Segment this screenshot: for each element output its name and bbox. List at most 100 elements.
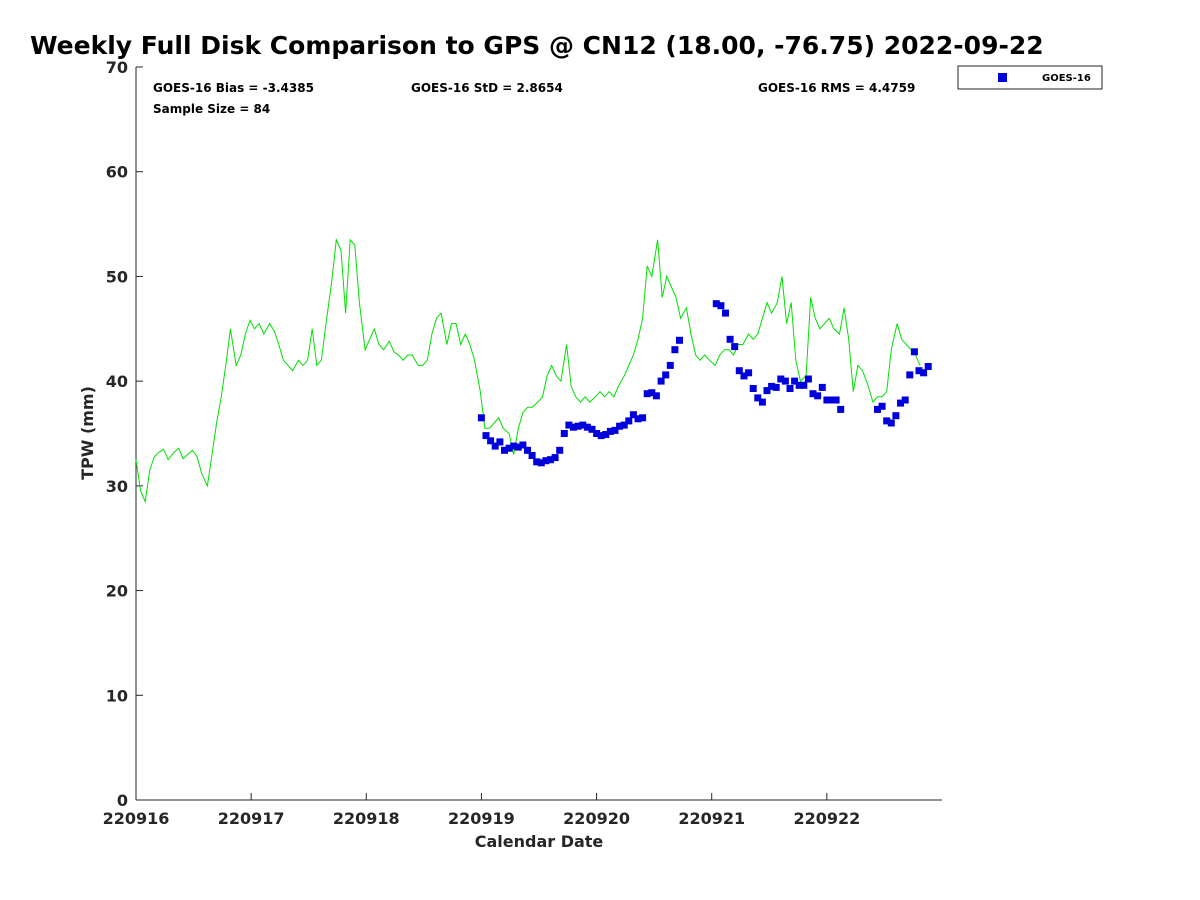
goes16-point — [887, 419, 895, 427]
goes16-point — [662, 371, 670, 379]
plot-area: 0 10 20 30 40 50 60 70 220916 220917 220918 220919… — [103, 58, 942, 828]
goes16-point — [754, 394, 762, 402]
goes16-point — [897, 399, 904, 407]
goes16-point — [616, 422, 624, 430]
legend: GOES-16 — [957, 65, 1103, 90]
goes16-point — [593, 430, 601, 437]
goes16-point — [910, 348, 918, 356]
y-tick-label: 0 — [117, 791, 128, 810]
goes16-point — [487, 437, 495, 445]
goes16-point — [648, 389, 656, 397]
goes16-point — [804, 375, 812, 383]
std-annotation: GOES-16 StD = 2.8654 — [411, 81, 563, 95]
rms-annotation: GOES-16 RMS = 4.4759 — [758, 81, 915, 95]
y-tick-label: 70 — [106, 58, 128, 77]
goes16-point — [602, 431, 610, 438]
goes16-point — [758, 398, 766, 406]
goes16-point — [781, 377, 789, 385]
goes16-point — [712, 300, 720, 308]
goes16-point — [795, 381, 803, 389]
goes16-point — [491, 442, 499, 450]
goes16-point — [597, 432, 605, 440]
goes16-point — [892, 412, 900, 420]
goes16-point — [519, 441, 527, 449]
goes16-point — [745, 369, 753, 377]
goes16-point — [763, 387, 771, 395]
x-tick-label: 220917 — [218, 809, 285, 828]
goes16-point — [606, 427, 614, 435]
goes16-point — [735, 367, 743, 375]
goes16-point — [611, 426, 619, 434]
goes16-point — [657, 377, 665, 385]
goes16-point — [777, 375, 785, 383]
goes16-point — [814, 392, 822, 400]
goes16-series-points — [477, 300, 932, 467]
goes16-point — [634, 415, 642, 423]
goes16-point — [533, 458, 541, 466]
goes16-point — [772, 383, 780, 391]
legend-box — [957, 65, 1103, 90]
goes16-point — [717, 302, 725, 310]
goes16-point — [818, 383, 826, 391]
goes16-point — [556, 446, 564, 454]
goes16-point — [574, 422, 582, 430]
x-tick-label: 220918 — [333, 809, 400, 828]
y-tick-label: 10 — [106, 686, 128, 705]
goes16-point — [791, 377, 799, 385]
goes16-point — [809, 390, 817, 398]
goes16-point — [832, 396, 840, 404]
goes16-point — [676, 336, 683, 344]
goes16-point — [570, 423, 577, 431]
goes16-point — [588, 425, 596, 433]
y-axis-label: TPW (mm) — [78, 386, 97, 480]
goes16-point — [510, 442, 518, 450]
x-tick-label: 220921 — [678, 809, 745, 828]
goes16-point — [477, 414, 485, 422]
goes16-point — [671, 346, 679, 354]
goes16-point — [537, 459, 545, 467]
goes16-point — [652, 392, 660, 400]
goes16-point — [731, 343, 739, 351]
chart-title: Weekly Full Disk Comparison to GPS @ CN1… — [30, 31, 1044, 60]
x-axis-label: Calendar Date — [475, 832, 604, 851]
x-ticks: 220916 220917 220918 220919 220920 220921 2209… — [103, 793, 860, 828]
goes16-point — [837, 405, 845, 413]
y-tick-label: 20 — [106, 582, 128, 601]
goes16-point — [726, 335, 734, 343]
goes16-point — [496, 438, 504, 446]
goes16-point — [786, 385, 794, 392]
goes16-point — [878, 402, 886, 410]
goes16-point — [666, 361, 674, 369]
goes16-point — [542, 457, 550, 465]
y-tick-label: 50 — [106, 267, 128, 286]
goes16-point — [505, 444, 513, 452]
goes16-point — [625, 417, 633, 425]
goes16-point — [524, 446, 531, 454]
x-tick-label: 220922 — [793, 809, 860, 828]
y-tick-label: 40 — [106, 372, 128, 391]
y-ticks: 0 10 20 30 40 50 60 70 — [106, 58, 143, 810]
goes16-point — [528, 452, 536, 459]
goes16-point — [565, 421, 573, 429]
goes16-point — [583, 423, 591, 431]
goes16-point — [749, 385, 757, 392]
plot-background — [136, 67, 942, 800]
goes16-point — [620, 421, 628, 429]
goes16-point — [823, 396, 831, 404]
goes16-point — [639, 414, 647, 422]
goes16-point — [828, 396, 835, 404]
goes16-point — [901, 396, 909, 404]
goes16-point — [560, 430, 568, 437]
goes16-point — [768, 382, 776, 390]
y-tick-label: 30 — [106, 477, 128, 496]
goes16-point — [800, 381, 808, 389]
legend-label-goes16: GOES-16 — [1042, 73, 1091, 84]
bias-annotation: GOES-16 Bias = -3.4385 — [153, 81, 314, 95]
legend-marker-goes16 — [998, 73, 1007, 82]
goes16-point — [920, 369, 928, 377]
goes16-point — [501, 446, 508, 454]
x-tick-label: 220920 — [563, 809, 630, 828]
goes16-point — [482, 432, 490, 440]
y-tick-label: 60 — [106, 163, 128, 182]
